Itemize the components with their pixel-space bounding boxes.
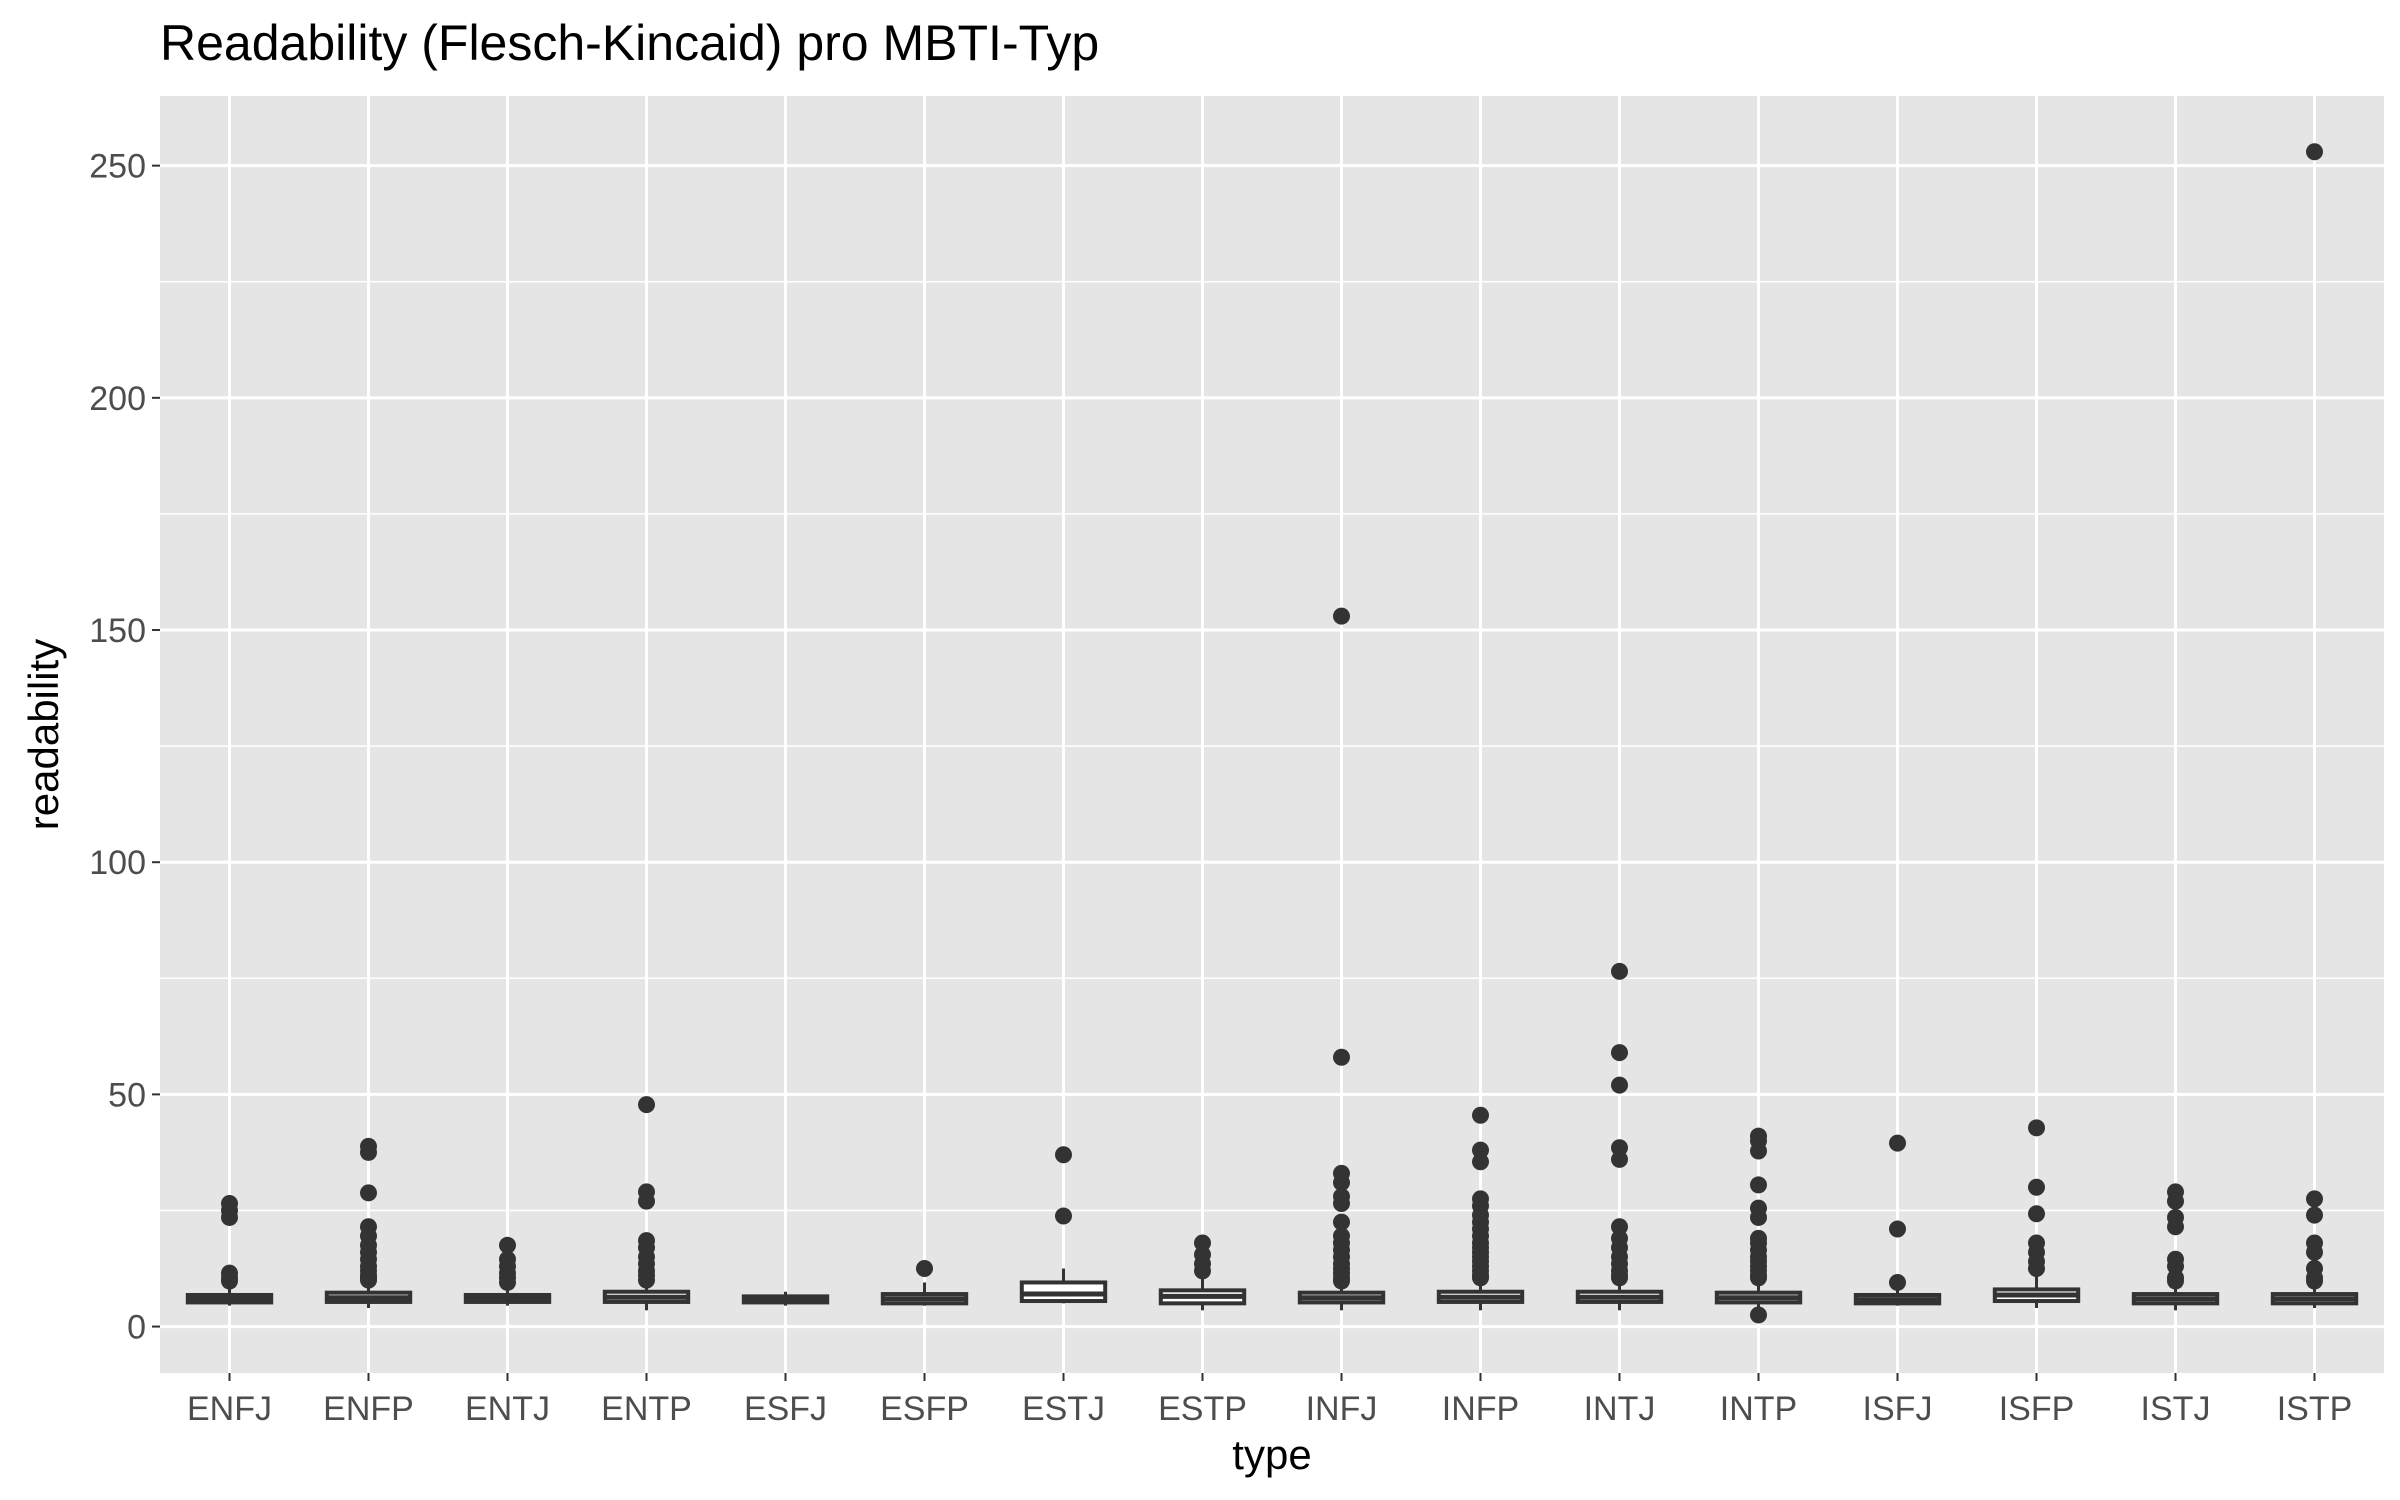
box-group-enfj xyxy=(185,1195,274,1306)
box-group-istj xyxy=(2131,1183,2220,1311)
outlier-point xyxy=(916,1260,933,1278)
outlier-point xyxy=(1750,1208,1767,1226)
outlier-point xyxy=(1333,1195,1350,1213)
outlier-point xyxy=(1889,1273,1906,1291)
outlier-point xyxy=(2306,1206,2323,1224)
y-tick-label: 250 xyxy=(89,148,146,186)
y-tick-label: 200 xyxy=(89,380,146,418)
x-tick-label: ENTP xyxy=(601,1390,692,1428)
outlier-point xyxy=(1333,607,1350,625)
outlier-point xyxy=(1611,1044,1628,1062)
outlier-point xyxy=(1055,1146,1072,1164)
x-axis-title: type xyxy=(1232,1431,1311,1478)
box-group-entp xyxy=(602,1096,691,1311)
outlier-point xyxy=(1472,1269,1489,1287)
box-group-entj xyxy=(463,1236,552,1306)
outlier-point xyxy=(1750,1269,1767,1287)
outlier-point xyxy=(1611,1269,1628,1287)
y-tick-label: 150 xyxy=(89,612,146,650)
x-tick-label: ISFJ xyxy=(1863,1390,1933,1428)
outlier-point xyxy=(2167,1192,2184,1210)
box-group-intp xyxy=(1714,1127,1803,1324)
outlier-point xyxy=(2306,143,2323,161)
outlier-point xyxy=(638,1192,655,1210)
outlier-point xyxy=(2028,1178,2045,1196)
box-group-esfj xyxy=(741,1291,830,1306)
outlier-point xyxy=(360,1271,377,1289)
x-tick-label: ESFJ xyxy=(744,1390,827,1428)
outlier-point xyxy=(1333,1174,1350,1192)
box-group-enfp xyxy=(324,1137,413,1308)
box-group-isfj xyxy=(1853,1134,1942,1306)
outlier-point xyxy=(2167,1272,2184,1290)
outlier-point xyxy=(2028,1119,2045,1137)
outlier-point xyxy=(1333,1048,1350,1066)
x-axis-ticks: ENFJ ENFP ENTJ ENTP ESFJ ESFP ESTJ ESTP INFJ INFP… xyxy=(187,1373,2352,1428)
box-group-infp xyxy=(1436,1106,1525,1311)
outlier-point xyxy=(1889,1220,1906,1238)
x-tick-label: INTP xyxy=(1720,1390,1797,1428)
outlier-point xyxy=(638,1271,655,1289)
outlier-point xyxy=(1889,1134,1906,1152)
major-gridlines xyxy=(160,96,2384,1373)
y-tick-label: 0 xyxy=(127,1309,146,1347)
minor-gridlines xyxy=(160,280,2384,1212)
x-tick-label: INFJ xyxy=(1306,1390,1378,1428)
x-tick-label: ENFJ xyxy=(187,1390,272,1428)
y-axis-title: readability xyxy=(20,639,67,830)
outlier-point xyxy=(1055,1207,1072,1225)
outlier-point xyxy=(360,1184,377,1202)
x-tick-label: ISTJ xyxy=(2141,1390,2211,1428)
x-tick-label: INFP xyxy=(1442,1390,1519,1428)
box-group-isfp xyxy=(1992,1119,2081,1308)
x-tick-label: ESFP xyxy=(880,1390,969,1428)
x-tick-label: ISFP xyxy=(1999,1390,2075,1428)
outlier-point xyxy=(2306,1243,2323,1261)
outlier-point xyxy=(221,1208,238,1226)
outlier-point xyxy=(2028,1205,2045,1223)
plot-panel xyxy=(160,96,2384,1373)
outlier-point xyxy=(1472,1106,1489,1124)
outlier-point xyxy=(1333,1213,1350,1231)
outlier-point xyxy=(1611,962,1628,980)
outlier-point xyxy=(360,1143,377,1161)
outlier-point xyxy=(1750,1142,1767,1160)
box-group-estj xyxy=(1019,1146,1108,1304)
outlier-point xyxy=(1611,1076,1628,1094)
y-tick-label: 50 xyxy=(108,1076,146,1114)
x-tick-label: ENFP xyxy=(323,1390,414,1428)
outlier-point xyxy=(1750,1176,1767,1194)
box-group-estp xyxy=(1158,1234,1247,1311)
chart-title: Readability (Flesch-Kincaid) pro MBTI-Ty… xyxy=(160,15,1100,71)
box-group-intj xyxy=(1575,962,1664,1311)
outlier-point xyxy=(1333,1272,1350,1290)
x-tick-label: ENTJ xyxy=(465,1390,550,1428)
x-tick-label: ISTP xyxy=(2277,1390,2353,1428)
y-axis-ticks: 0 50 100 150 200 250 xyxy=(89,148,160,1347)
x-tick-label: ESTP xyxy=(1158,1390,1247,1428)
outlier-point xyxy=(638,1096,655,1114)
outlier-point xyxy=(2167,1218,2184,1236)
outlier-point xyxy=(499,1273,516,1291)
outlier-point xyxy=(2306,1272,2323,1290)
box-group-infj xyxy=(1297,607,1386,1311)
outlier-point xyxy=(221,1272,238,1290)
outlier-point xyxy=(1472,1153,1489,1171)
box-group-esfp xyxy=(880,1260,969,1306)
x-tick-label: ESTJ xyxy=(1022,1390,1105,1428)
outlier-point xyxy=(1611,1150,1628,1168)
outlier-point xyxy=(2028,1260,2045,1278)
outlier-point xyxy=(499,1236,516,1254)
box-group-istp xyxy=(2270,143,2359,1308)
x-tick-label: INTJ xyxy=(1584,1390,1656,1428)
outlier-point xyxy=(1750,1306,1767,1324)
outlier-point xyxy=(2306,1190,2323,1208)
outlier-point xyxy=(1194,1262,1211,1280)
y-tick-label: 100 xyxy=(89,844,146,882)
box-series xyxy=(185,143,2359,1324)
